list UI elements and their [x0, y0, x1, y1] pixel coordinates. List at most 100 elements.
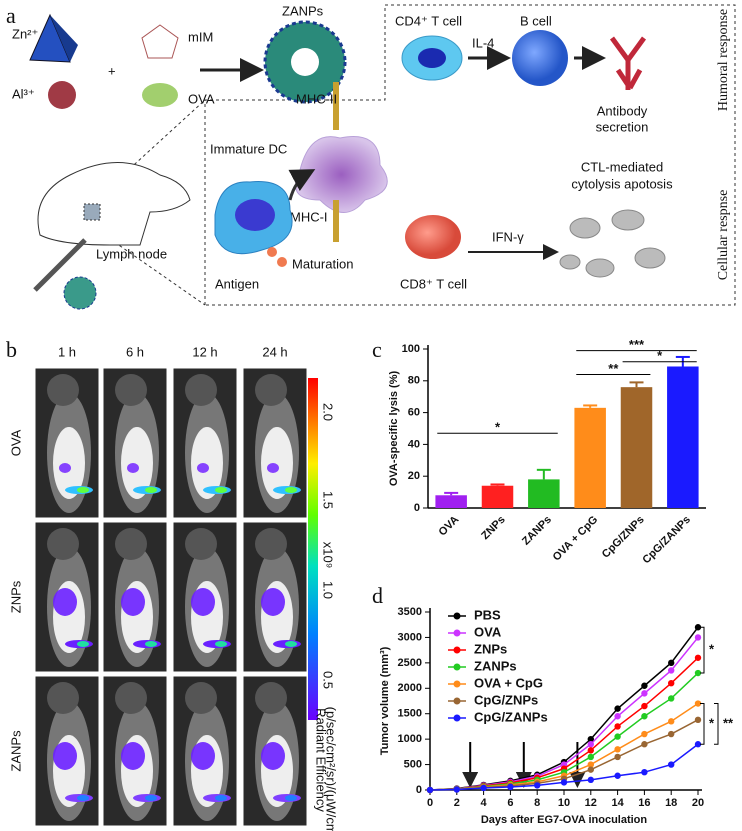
- x-tick-label: ZNPs: [479, 514, 507, 542]
- colorbar-units: (p/sec/cm²/sr)/(μW/cm²): [324, 707, 339, 831]
- significance-label: ***: [629, 337, 645, 352]
- point: [694, 716, 702, 724]
- x-tick-label: OVA: [437, 514, 462, 539]
- row-label: ZANPs: [8, 730, 23, 772]
- signal: [261, 742, 285, 770]
- label: ZANPs: [282, 3, 324, 18]
- x-tick-label: 10: [558, 797, 570, 809]
- panel-label: a: [6, 3, 16, 28]
- y-tick-label: 2000: [398, 682, 422, 694]
- point: [668, 680, 675, 687]
- point: [614, 753, 621, 761]
- significance-label: *: [657, 348, 663, 363]
- point: [668, 695, 675, 702]
- point: [560, 779, 568, 786]
- point: [694, 700, 702, 707]
- point: [480, 784, 487, 792]
- point: [507, 783, 514, 791]
- point: [641, 741, 648, 748]
- signal: [77, 641, 89, 647]
- significance-label: *: [495, 420, 501, 435]
- signal: [215, 795, 227, 801]
- column-header: 1 h: [58, 344, 76, 359]
- y-tick-label: 3000: [398, 631, 422, 643]
- x-tick-label: 8: [534, 797, 540, 809]
- y-tick-label: 3500: [398, 606, 422, 618]
- x-tick-label: 2: [454, 797, 460, 809]
- y-tick-label: 20: [408, 470, 420, 482]
- y-tick-label: 40: [408, 438, 420, 450]
- signal: [215, 487, 227, 493]
- signal: [53, 742, 77, 770]
- signal: [127, 463, 139, 473]
- panel-label: c: [372, 337, 382, 362]
- y-axis-label: OVA-specific lysis (%): [388, 371, 400, 487]
- y-tick-label: 500: [404, 758, 422, 770]
- point: [694, 624, 702, 631]
- y-tick-label: 1000: [398, 733, 422, 745]
- significance-label: *: [709, 642, 715, 657]
- colorbar-tick: 1.5: [321, 491, 336, 509]
- y-tick-label: 0: [414, 502, 420, 514]
- point: [694, 741, 702, 748]
- y-tick-label: 80: [408, 375, 420, 387]
- panel-b: b 1 h 6 h 12 h 24 h OVA ZNPs ZANPs 2.0 1.5 1.0 0.5…: [6, 337, 339, 831]
- y-tick-label: 60: [408, 407, 420, 419]
- mim-icon: [141, 24, 179, 59]
- point: [614, 772, 621, 779]
- bar: [528, 479, 560, 508]
- point: [587, 747, 594, 754]
- mouse-head: [47, 374, 79, 406]
- legend-marker: [453, 680, 461, 688]
- x-tick-label: CpG/ZANPs: [640, 514, 693, 567]
- y-tick-label: 0: [416, 784, 422, 796]
- significance-bracket: [714, 703, 719, 745]
- side-label: Cellular respnse: [716, 190, 731, 281]
- point: [668, 730, 675, 738]
- signal: [77, 487, 89, 493]
- signal: [53, 588, 77, 616]
- label: Immature DC: [210, 141, 287, 156]
- label: cytolysis apotosis: [571, 176, 673, 191]
- signal: [59, 463, 71, 473]
- mouse-head: [255, 682, 287, 714]
- legend-marker: [453, 697, 461, 705]
- x-tick-label: 6: [507, 797, 513, 809]
- label: Maturation: [292, 256, 353, 271]
- plus: +: [108, 63, 116, 78]
- label: CD8⁺ T cell: [400, 276, 467, 291]
- y-tick-label: 2500: [398, 657, 422, 669]
- bar: [481, 485, 514, 508]
- label: IL-4: [472, 35, 494, 50]
- bar: [667, 366, 699, 508]
- lymph-node: [83, 203, 101, 221]
- significance-label: **: [608, 361, 619, 376]
- al-icon: [48, 81, 76, 109]
- belly: [191, 427, 223, 499]
- legend-label: PBS: [474, 607, 501, 622]
- label: OVA: [188, 91, 215, 106]
- mouse-head: [185, 528, 217, 560]
- legend-marker: [453, 629, 461, 637]
- x-tick-label: 16: [638, 797, 650, 809]
- mouse-head: [47, 682, 79, 714]
- point: [587, 761, 594, 768]
- point: [641, 730, 648, 738]
- point: [694, 669, 702, 677]
- signal: [285, 641, 297, 647]
- signal: [145, 641, 157, 647]
- mouse-head: [185, 682, 217, 714]
- syringe: [33, 238, 87, 292]
- point: [641, 702, 648, 710]
- legend-label: CpG/ZNPs: [474, 692, 538, 707]
- mouse-head: [255, 528, 287, 560]
- label: Zn²⁺: [12, 26, 38, 41]
- mouse: [37, 162, 191, 246]
- bar: [574, 407, 606, 508]
- antigen-dot: [267, 247, 277, 257]
- x-tick-label: 18: [665, 797, 677, 809]
- label: Antibody: [597, 103, 648, 118]
- significance-label: **: [723, 715, 734, 730]
